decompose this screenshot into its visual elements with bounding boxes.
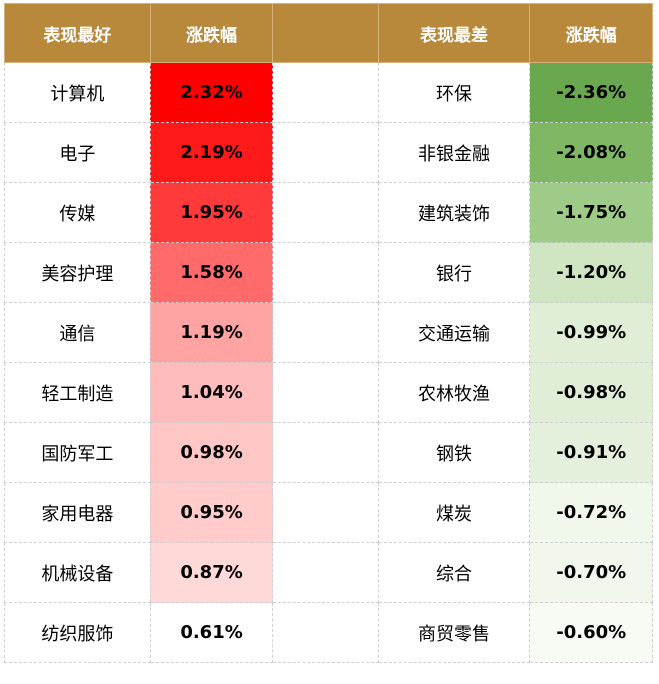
worst-industry-name: 银行: [377, 242, 531, 303]
spacer-cell: [272, 422, 379, 483]
best-change-value: 2.32%: [149, 62, 274, 123]
worst-change-value: -0.99%: [529, 302, 653, 363]
table-row: 通信 1.19% 交通运输 -0.99%: [4, 302, 653, 363]
worst-change-value: -0.91%: [529, 422, 653, 483]
spacer-cell: [272, 542, 379, 603]
table-row: 轻工制造 1.04% 农林牧渔 -0.98%: [4, 362, 653, 423]
worst-industry-name: 非银金融: [377, 122, 531, 183]
worst-change-value: -0.98%: [529, 362, 653, 423]
table-row: 家用电器 0.95% 煤炭 -0.72%: [4, 482, 653, 543]
worst-change-value: -2.08%: [529, 122, 653, 183]
best-industry-name: 机械设备: [4, 542, 151, 603]
best-change-value: 1.95%: [149, 182, 274, 243]
worst-change-value: -0.72%: [529, 482, 653, 543]
worst-industry-name: 环保: [377, 62, 531, 123]
best-industry-name: 通信: [4, 302, 151, 363]
worst-industry-name: 钢铁: [377, 422, 531, 483]
spacer-cell: [272, 122, 379, 183]
table-row: 机械设备 0.87% 综合 -0.70%: [4, 542, 653, 603]
spacer-cell: [272, 182, 379, 243]
worst-industry-name: 交通运输: [377, 302, 531, 363]
spacer-cell: [272, 602, 379, 663]
best-industry-name: 传媒: [4, 182, 151, 243]
best-change-value: 0.95%: [149, 482, 274, 543]
spacer-cell: [272, 362, 379, 423]
worst-industry-name: 煤炭: [377, 482, 531, 543]
table-body: 计算机 2.32% 环保 -2.36% 电子 2.19% 非银金融 -2.08% 传媒 1.95%…: [4, 62, 653, 663]
best-change-value: 1.19%: [149, 302, 274, 363]
header-best-change: 涨跌幅: [149, 3, 274, 63]
header-row: 表现最好 涨跌幅 表现最差 涨跌幅: [4, 3, 653, 63]
worst-industry-name: 建筑装饰: [377, 182, 531, 243]
best-change-value: 1.04%: [149, 362, 274, 423]
best-change-value: 0.98%: [149, 422, 274, 483]
industry-change-table: 表现最好 涨跌幅 表现最差 涨跌幅 计算机 2.32% 环保 -2.36% 电子 2.19…: [4, 3, 653, 663]
worst-industry-name: 商贸零售: [377, 602, 531, 663]
table-row: 美容护理 1.58% 银行 -1.20%: [4, 242, 653, 303]
header-worst-change: 涨跌幅: [529, 3, 653, 63]
best-change-value: 1.58%: [149, 242, 274, 303]
best-industry-name: 美容护理: [4, 242, 151, 303]
best-change-value: 0.87%: [149, 542, 274, 603]
spacer-cell: [272, 482, 379, 543]
best-industry-name: 电子: [4, 122, 151, 183]
best-industry-name: 国防军工: [4, 422, 151, 483]
best-industry-name: 轻工制造: [4, 362, 151, 423]
spacer-cell: [272, 302, 379, 363]
table-row: 传媒 1.95% 建筑装饰 -1.75%: [4, 182, 653, 243]
worst-change-value: -1.20%: [529, 242, 653, 303]
header-best: 表现最好: [4, 3, 151, 63]
table-row: 电子 2.19% 非银金融 -2.08%: [4, 122, 653, 183]
worst-industry-name: 农林牧渔: [377, 362, 531, 423]
best-change-value: 2.19%: [149, 122, 274, 183]
worst-change-value: -0.60%: [529, 602, 653, 663]
table-row: 国防军工 0.98% 钢铁 -0.91%: [4, 422, 653, 483]
worst-change-value: -2.36%: [529, 62, 653, 123]
worst-change-value: -0.70%: [529, 542, 653, 603]
table-row: 纺织服饰 0.61% 商贸零售 -0.60%: [4, 602, 653, 663]
worst-change-value: -1.75%: [529, 182, 653, 243]
worst-industry-name: 综合: [377, 542, 531, 603]
header-worst: 表现最差: [377, 3, 531, 63]
spacer-cell: [272, 242, 379, 303]
best-industry-name: 家用电器: [4, 482, 151, 543]
best-industry-name: 计算机: [4, 62, 151, 123]
table-row: 计算机 2.32% 环保 -2.36%: [4, 62, 653, 123]
spacer-cell: [272, 62, 379, 123]
best-industry-name: 纺织服饰: [4, 602, 151, 663]
performance-table: 表现最好 涨跌幅 表现最差 涨跌幅 计算机 2.32% 环保 -2.36% 电子 2.19…: [4, 3, 653, 678]
best-change-value: 0.61%: [149, 602, 274, 663]
header-spacer: [272, 3, 379, 63]
